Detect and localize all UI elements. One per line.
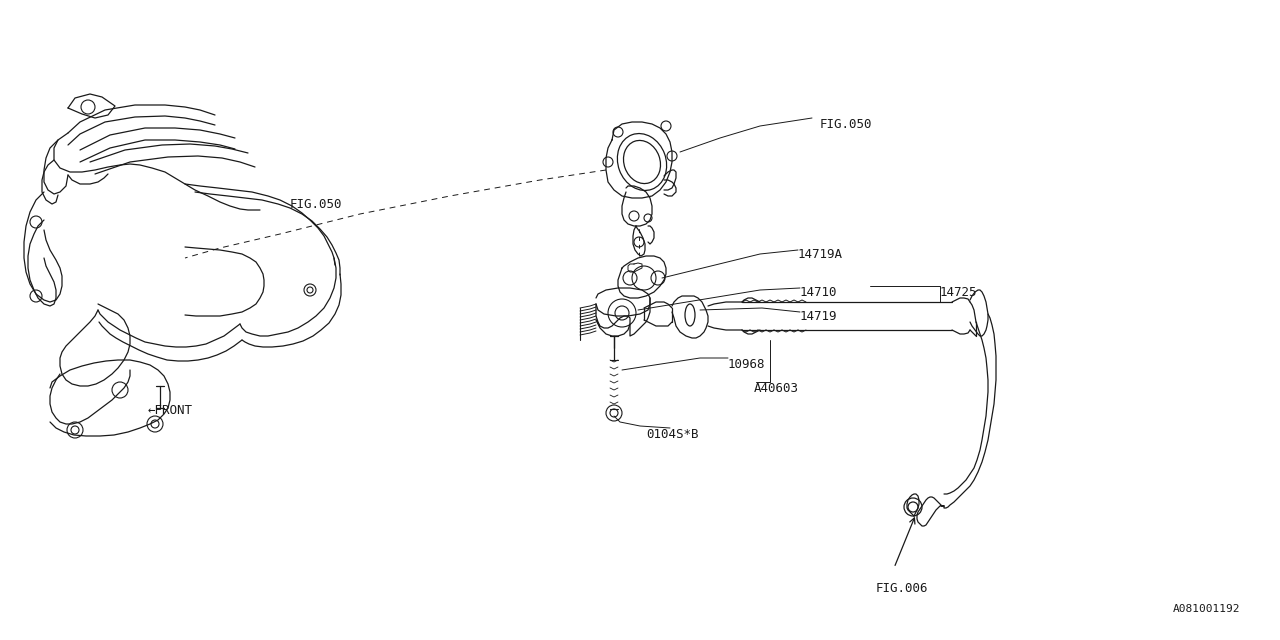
Text: ←FRONT: ←FRONT [148,404,193,417]
Text: 14719: 14719 [800,310,837,323]
Text: 14719A: 14719A [797,248,844,261]
Text: 0104S*B: 0104S*B [646,428,699,441]
Text: 14725: 14725 [940,286,978,299]
Text: FIG.050: FIG.050 [820,118,873,131]
Text: 14710: 14710 [800,286,837,299]
Text: FIG.050: FIG.050 [291,198,343,211]
Text: FIG.006: FIG.006 [876,582,928,595]
Text: A081001192: A081001192 [1172,604,1240,614]
Text: 10968: 10968 [728,358,765,371]
Text: A40603: A40603 [754,382,799,395]
